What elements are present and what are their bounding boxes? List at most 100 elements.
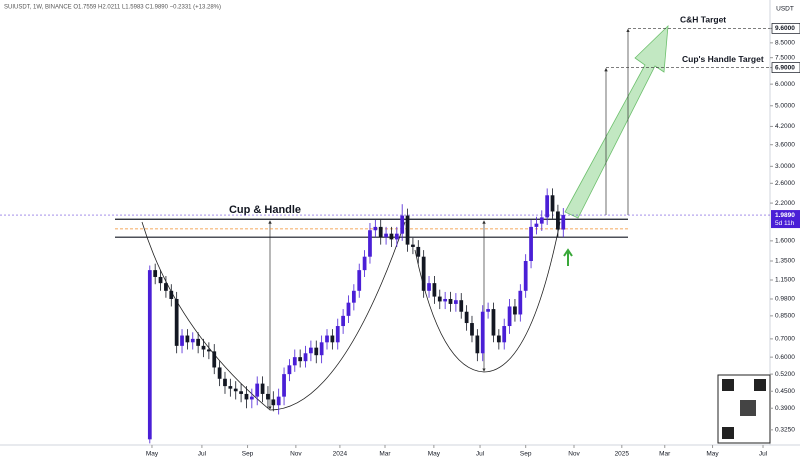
candle-body [480,311,485,354]
y-tick-label: 3.6000 [775,141,795,148]
candle-body [180,335,184,346]
y-tick-label: 7.5000 [775,54,795,61]
x-tick-label: May [428,451,441,458]
y-tick-label: 8.5000 [775,40,795,47]
candle-body [185,335,190,343]
qr-code [722,379,734,391]
y-tick-label: 9.6000 [775,25,795,32]
candle-body [373,226,378,231]
y-tick-label: 0.4500 [775,388,795,395]
marks: 9.6000 8.5000 7.5000 6.9000 6.0000 5.0000 4.20… [0,15,800,458]
y-tick-label: 2.6000 [775,180,795,187]
y-tick-label: 1.6000 [775,238,795,245]
x-tick-label: Jul [759,451,768,458]
pattern-label: Cup & Handle [229,204,301,216]
candle-body [389,233,394,240]
candle-body [351,290,356,303]
y-tick-label: 0.3900 [775,405,795,412]
candle-body [153,270,158,277]
candle-body [206,349,211,352]
candle-body [384,233,388,238]
y-tick-label: 0.6000 [775,354,795,361]
y-tick-label: 1.3500 [775,258,795,265]
candle-body [292,357,297,366]
candle-body [394,233,399,240]
candle-body [346,302,351,316]
candle-body [550,195,555,212]
x-tick-label: Mar [659,451,671,458]
candle-body [228,386,233,389]
candle-body [287,365,292,375]
y-tick-label: 0.8500 [775,313,795,320]
candle-body [244,393,249,400]
target-arrow [564,24,669,219]
y-tick-label: 0.7000 [775,336,795,343]
y-tick-label: 0.3250 [775,427,795,434]
candle-body [464,311,469,324]
candle-body [502,326,507,343]
y-tick-label: 3.0000 [775,163,795,170]
candle-body [486,309,490,312]
x-tick-label: Sep [242,451,254,458]
candle-body [529,226,533,262]
target-label: Cup's Handle Target [682,54,764,64]
candle-body [223,378,227,387]
candle-body [470,323,474,336]
candle-body [276,396,281,406]
target-label: C&H Target [680,15,726,25]
candle-body [453,300,458,304]
x-tick-label: Nov [568,451,580,458]
y-tick-label: 0.9800 [775,296,795,303]
candle-body [556,211,560,230]
candle-body [239,391,243,394]
candle-body [303,353,308,362]
candle-body [539,217,544,224]
y-tick-label: 2.2000 [775,200,795,207]
y-tick-label: 6.9000 [775,64,795,71]
candle-body [523,261,528,291]
candle-body [314,347,319,356]
qr-code [740,400,756,416]
candle-body [282,374,286,397]
candle-body [475,335,480,354]
x-tick-label: Mar [379,451,391,458]
qr-code [754,379,766,391]
y-tick-label: 0.5200 [775,371,795,378]
candle-body [518,290,523,315]
candle-body [298,357,303,362]
x-tick-label: May [146,451,159,458]
x-tick-label: 2025 [615,451,630,458]
candle-body [217,367,222,379]
candle-body [362,256,367,271]
candle-body [534,223,539,227]
cup-curve [141,221,406,411]
candle-body [411,244,415,247]
candle-body [378,226,383,238]
candle-body [325,335,329,343]
candle-body [427,283,431,291]
candle-body [212,351,217,368]
candle-body [330,335,335,343]
unit-label: USDT [776,6,794,13]
candle-body [249,396,254,400]
up-arrow [563,248,573,266]
header: SUIUSDT, 1W, BINANCE O1.7559 H2.0211 L1.… [4,5,221,11]
candle-body [260,383,265,394]
candle-body [174,298,179,346]
countdown: 5d 11h [775,220,795,227]
y-tick-label: 5.0000 [775,102,795,109]
candle-body [416,246,421,257]
candle-body [432,283,437,297]
candle-body [255,383,260,397]
candle-body [201,345,206,350]
candle-body [341,315,345,327]
candle-body [459,300,464,312]
candle-body [507,306,512,327]
candle-body [266,393,270,400]
candle-body [319,342,324,356]
candle-body [496,335,501,343]
candle-body [421,256,426,291]
candle-body [196,338,201,346]
candle-body [271,399,276,406]
